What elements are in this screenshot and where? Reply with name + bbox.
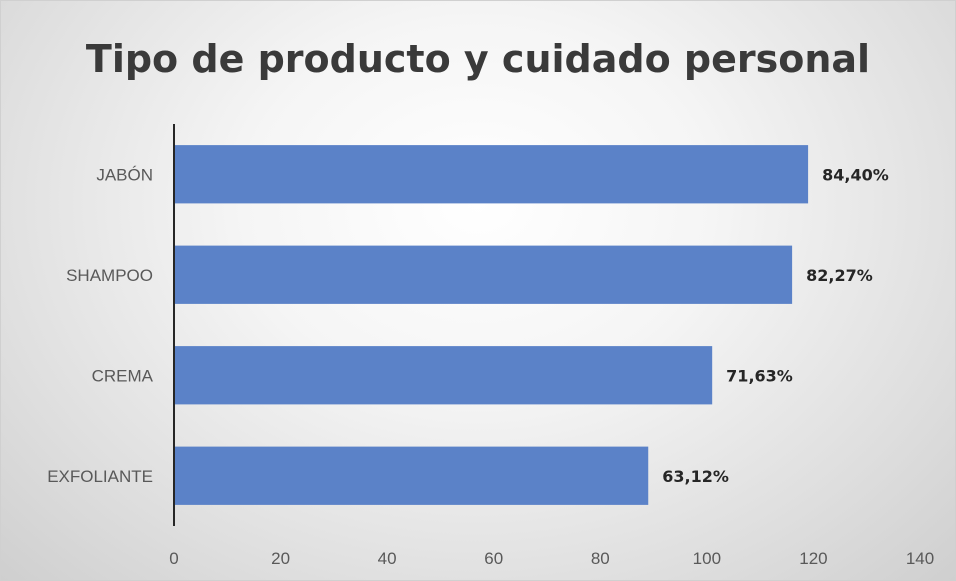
chart-title: Tipo de producto y cuidado personal xyxy=(85,37,871,81)
category-label: SHAMPOO xyxy=(66,266,153,285)
data-label: 84,40% xyxy=(822,165,889,184)
bars-layer xyxy=(174,145,809,505)
bar-1 xyxy=(174,245,793,304)
category-label: CREMA xyxy=(92,366,154,385)
x-tick-label: 120 xyxy=(799,549,827,568)
x-tick-label: 60 xyxy=(484,549,503,568)
data-label: 82,27% xyxy=(806,266,873,285)
labels-layer: JABÓN 84,40% SHAMPOO 82,27% CREMA 71,63% EXFOL… xyxy=(47,165,889,486)
x-tick-label: 0 xyxy=(169,549,178,568)
bar-0 xyxy=(174,145,809,204)
x-tick-label: 40 xyxy=(378,549,397,568)
x-tick-label: 80 xyxy=(591,549,610,568)
bar-2 xyxy=(174,346,713,405)
category-label: JABÓN xyxy=(96,165,153,184)
x-tick-label: 20 xyxy=(271,549,290,568)
x-tick-label: 140 xyxy=(906,549,934,568)
category-label: EXFOLIANTE xyxy=(47,467,153,486)
data-label: 63,12% xyxy=(662,467,729,486)
x-axis-ticks: 0 20 40 60 80 100 120 140 xyxy=(169,549,934,568)
x-tick-label: 100 xyxy=(693,549,721,568)
bar-3 xyxy=(174,446,649,505)
data-label: 71,63% xyxy=(726,366,793,385)
